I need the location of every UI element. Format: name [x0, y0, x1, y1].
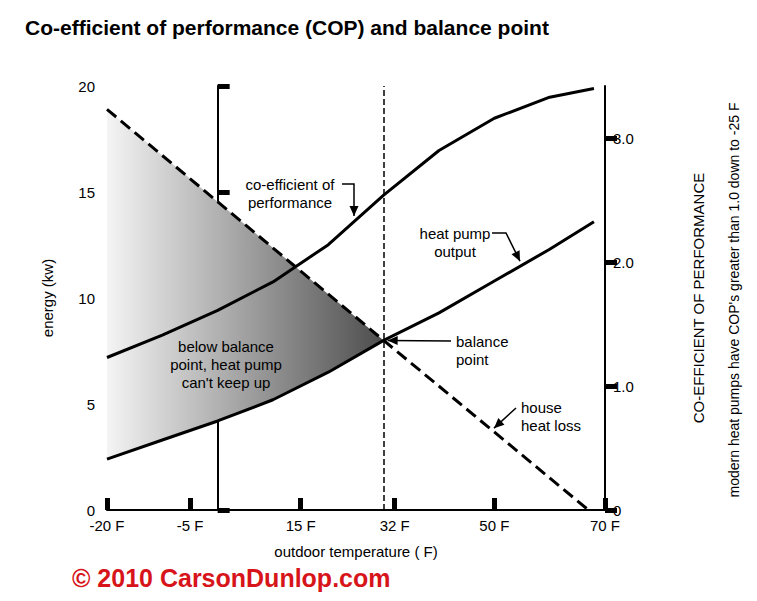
svg-text:15 F: 15 F — [286, 517, 316, 534]
svg-text:1.0: 1.0 — [613, 378, 634, 395]
svg-text:5: 5 — [87, 396, 95, 413]
svg-text:balance: balance — [456, 333, 509, 350]
svg-text:co-efficient of: co-efficient of — [246, 176, 336, 193]
svg-text:outdoor temperature ( F): outdoor temperature ( F) — [274, 543, 437, 560]
svg-text:point, heat pump: point, heat pump — [170, 356, 282, 373]
svg-text:20: 20 — [78, 78, 95, 95]
svg-text:-5 F: -5 F — [177, 517, 204, 534]
svg-text:heat loss: heat loss — [521, 417, 581, 434]
svg-text:© 2010 CarsonDunlop.com: © 2010 CarsonDunlop.com — [72, 564, 391, 592]
svg-text:-20 F: -20 F — [89, 517, 124, 534]
svg-text:modern heat pumps have COP's g: modern heat pumps have COP's greater tha… — [726, 103, 742, 498]
svg-text:CO-EFFICIENT OF PERFORMANCE: CO-EFFICIENT OF PERFORMANCE — [690, 173, 707, 424]
svg-text:below balance: below balance — [178, 338, 274, 355]
svg-text:10: 10 — [78, 290, 95, 307]
svg-text:performance: performance — [248, 194, 332, 211]
svg-text:32 F: 32 F — [380, 517, 410, 534]
svg-text:house: house — [521, 399, 562, 416]
svg-text:point: point — [456, 351, 489, 368]
svg-text:15: 15 — [78, 184, 95, 201]
svg-text:50 F: 50 F — [479, 517, 509, 534]
svg-text:3.0: 3.0 — [613, 130, 634, 147]
svg-text:70 F: 70 F — [590, 517, 620, 534]
svg-text:output: output — [434, 243, 477, 260]
svg-text:can't keep up: can't keep up — [182, 374, 271, 391]
svg-text:heat pump: heat pump — [420, 225, 491, 242]
svg-text:0: 0 — [613, 502, 621, 519]
svg-text:Co-efficient of performance (C: Co-efficient of performance (COP) and ba… — [25, 16, 549, 39]
svg-text:0: 0 — [87, 502, 95, 519]
svg-text:energy (kw): energy (kw) — [39, 259, 56, 337]
svg-text:2.0: 2.0 — [613, 254, 634, 271]
